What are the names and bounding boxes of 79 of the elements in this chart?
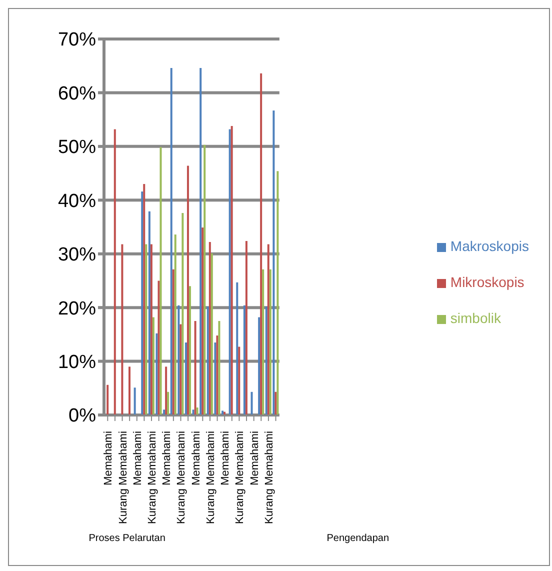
bar — [272, 110, 275, 415]
bar — [267, 244, 270, 415]
bar — [260, 73, 262, 415]
bar — [276, 171, 279, 415]
y-tick-label: 20% — [58, 298, 96, 320]
bar — [182, 213, 184, 415]
bar — [186, 166, 189, 415]
x-tick-label: Memahami — [190, 431, 202, 486]
x-tick-label: Kurang Memahami — [117, 431, 130, 524]
bar — [200, 68, 202, 415]
bar — [184, 342, 187, 415]
bar — [114, 129, 116, 415]
bar — [243, 305, 246, 415]
x-tick-label: Memahami — [102, 431, 115, 486]
bar — [158, 280, 160, 415]
bar — [210, 253, 213, 415]
x-tick-label: Memahami — [161, 431, 174, 486]
bar — [230, 126, 233, 415]
bar — [216, 336, 218, 415]
x-tick-label: Memahami — [132, 431, 144, 486]
bar — [141, 192, 144, 415]
bar — [174, 234, 176, 415]
bar — [170, 68, 172, 415]
bar — [236, 282, 238, 415]
bar — [128, 366, 131, 415]
x-tick-label: Kurang Memahami — [234, 431, 246, 524]
bar — [196, 407, 198, 415]
x-tick-label: Memahami — [248, 431, 261, 486]
bar — [143, 184, 146, 415]
bar — [180, 324, 182, 415]
bar — [218, 321, 220, 415]
bar — [160, 146, 162, 415]
bar — [188, 286, 191, 415]
bar — [106, 384, 109, 415]
bar — [167, 392, 170, 415]
bar — [258, 317, 260, 415]
y-tick-label: 10% — [58, 352, 96, 374]
bar — [192, 410, 194, 415]
x-tick-label: Kurang Memahami — [204, 431, 217, 524]
y-tick-label: 60% — [58, 83, 96, 104]
x-tick-label: Memahami — [220, 431, 232, 486]
bar — [145, 244, 148, 415]
bar — [178, 305, 180, 415]
bar — [214, 342, 216, 415]
bar — [163, 410, 166, 415]
y-tick-label: 40% — [58, 190, 96, 212]
bar — [228, 129, 231, 415]
bar — [238, 346, 240, 415]
bar — [245, 240, 248, 415]
bar — [148, 211, 150, 415]
bar — [202, 228, 204, 415]
x-tick-label: Kurang Memahami — [263, 431, 276, 524]
bar — [262, 269, 264, 415]
y-tick-label: 30% — [58, 244, 96, 266]
bar — [194, 321, 196, 415]
bar — [172, 269, 174, 415]
bar — [265, 306, 268, 415]
x-tick-label: Kurang Memahami — [176, 431, 188, 524]
y-tick-label: 50% — [58, 137, 96, 158]
bar — [274, 392, 277, 415]
bar — [204, 144, 206, 415]
bar — [134, 388, 136, 415]
legend-label: Makroskopis — [450, 238, 529, 254]
bar — [165, 366, 168, 415]
bar — [150, 244, 152, 415]
bar — [206, 306, 209, 415]
bar — [250, 392, 253, 415]
text: Proses Pelarutan — [88, 533, 166, 544]
y-tick-label: 0% — [68, 406, 96, 427]
bar — [269, 269, 272, 415]
legend-label: Mikroskopis — [450, 274, 524, 290]
bar — [121, 244, 124, 415]
x-tick-label: Kurang Memahami — [146, 431, 159, 524]
bar — [152, 317, 154, 415]
bar — [156, 333, 158, 415]
y-tick-label: 70% — [58, 30, 96, 51]
text: Pengendapan — [326, 533, 390, 544]
bar — [208, 242, 211, 415]
legend-label: simbolik — [450, 310, 501, 326]
